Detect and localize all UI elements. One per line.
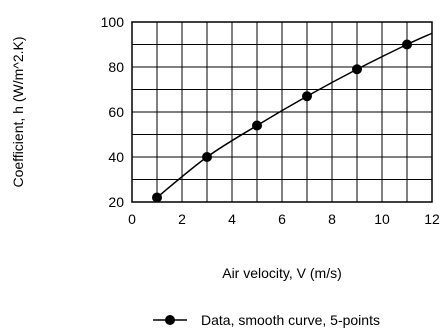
grid (132, 22, 432, 202)
data-point (352, 64, 362, 75)
data-point (152, 192, 162, 203)
x-tick-label: 0 (128, 211, 136, 227)
y-tick-label: 40 (108, 149, 124, 165)
x-tick-label: 2 (178, 211, 186, 227)
x-axis-label: Air velocity, V (m/s) (222, 265, 342, 281)
series-points (152, 39, 412, 203)
y-tick-label: 20 (108, 194, 124, 210)
x-tick-labels: 0 2 4 6 8 10 12 (128, 211, 440, 227)
data-point (252, 120, 262, 131)
y-tick-label: 80 (108, 59, 124, 75)
series-line (156, 32, 433, 199)
x-tick-label: 6 (278, 211, 286, 227)
y-tick-label: 60 (108, 104, 124, 120)
x-tick-label: 4 (228, 211, 236, 227)
y-tick-label: 100 (101, 14, 125, 30)
y-axis-label: Coefficient, h (W/m^2.K) (10, 36, 26, 187)
legend: Data, smooth curve, 5-points (153, 312, 380, 328)
x-tick-label: 10 (374, 211, 390, 227)
x-tick-label: 12 (424, 211, 440, 227)
x-tick-label: 8 (328, 211, 336, 227)
data-point (302, 91, 312, 102)
data-point (202, 152, 212, 162)
plot-frame (131, 21, 433, 203)
y-tick-labels: 20 40 60 80 100 (101, 14, 125, 210)
data-point (402, 39, 412, 50)
legend-label: Data, smooth curve, 5-points (201, 312, 380, 328)
legend-marker (165, 315, 175, 325)
